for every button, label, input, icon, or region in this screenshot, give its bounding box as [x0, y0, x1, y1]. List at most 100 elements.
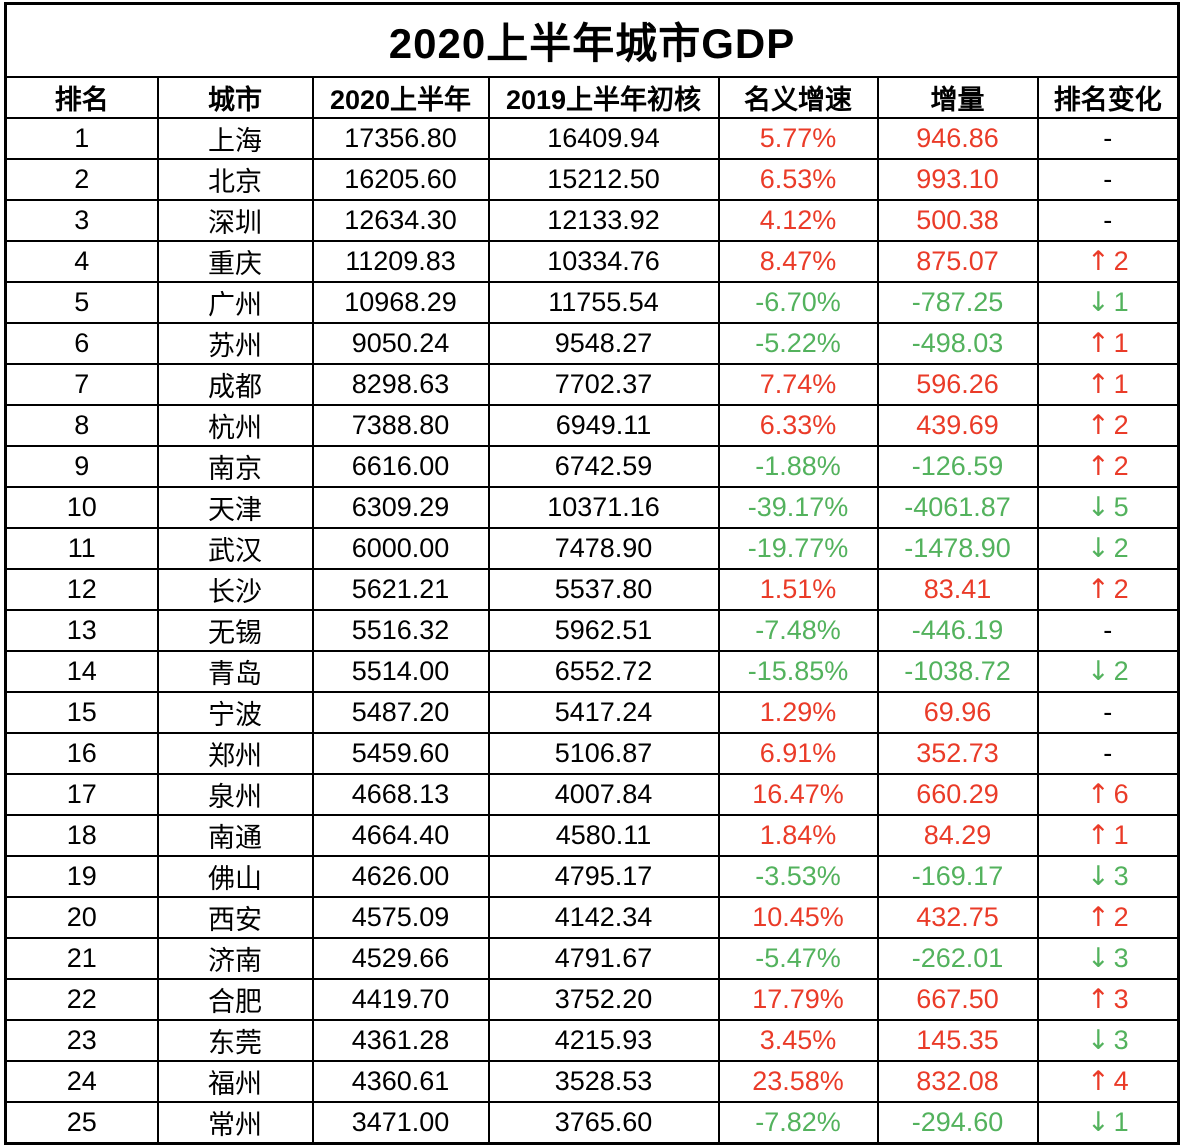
rank-change-cell: ↑ 1: [1036, 321, 1180, 365]
rank-change-cell: -: [1036, 608, 1180, 652]
rank-change-cell: ↑ 1: [1036, 813, 1180, 857]
rank-change-value: 4: [1113, 1065, 1129, 1096]
rank-change-value: 2: [1113, 245, 1129, 276]
gdp-2020-cell: 4361.28: [311, 1018, 490, 1062]
gdp-2019-cell: 3528.53: [487, 1059, 720, 1103]
delta-cell: 69.96: [876, 690, 1039, 734]
city-cell: 无锡: [156, 608, 314, 652]
growth-cell: -3.53%: [717, 854, 879, 898]
table-row: 4 重庆 11209.83 10334.76 8.47% 875.07 ↑ 2: [4, 239, 1180, 283]
rank-change-cell: ↓ 3: [1036, 1018, 1180, 1062]
rank-cell: 1: [4, 116, 159, 160]
column-header-gdp-2020: 2020上半年: [311, 75, 490, 119]
table-body: 1 上海 17356.80 16409.94 5.77% 946.86-2 北京 16205.…: [4, 116, 1180, 1144]
gdp-2019-cell: 16409.94: [487, 116, 720, 160]
title-row: 2020上半年城市GDP: [4, 2, 1180, 78]
rank-cell: 7: [4, 362, 159, 406]
up-arrow-icon: ↑: [1086, 245, 1110, 277]
rank-change-cell: ↓ 2: [1036, 526, 1180, 570]
gdp-2020-cell: 4419.70: [311, 977, 490, 1021]
rank-cell: 21: [4, 936, 159, 980]
table-row: 18 南通 4664.40 4580.11 1.84% 84.29 ↑ 1: [4, 813, 1180, 857]
table-row: 22 合肥 4419.70 3752.20 17.79% 667.50 ↑ 3: [4, 977, 1180, 1021]
rank-change-cell: ↓ 5: [1036, 485, 1180, 529]
table-row: 19 佛山 4626.00 4795.17 -3.53% -169.17 ↓ 3: [4, 854, 1180, 898]
gdp-2019-cell: 5537.80: [487, 567, 720, 611]
table-row: 12 长沙 5621.21 5537.80 1.51% 83.41 ↑ 2: [4, 567, 1180, 611]
delta-cell: -262.01: [876, 936, 1039, 980]
city-cell: 青岛: [156, 649, 314, 693]
rank-change-value: 2: [1113, 532, 1129, 563]
gdp-2019-cell: 6742.59: [487, 444, 720, 488]
table-row: 8 杭州 7388.80 6949.11 6.33% 439.69 ↑ 2: [4, 403, 1180, 447]
gdp-2019-cell: 7478.90: [487, 526, 720, 570]
city-cell: 武汉: [156, 526, 314, 570]
gdp-2020-cell: 5487.20: [311, 690, 490, 734]
city-cell: 重庆: [156, 239, 314, 283]
city-cell: 杭州: [156, 403, 314, 447]
growth-cell: 10.45%: [717, 895, 879, 939]
rank-change-cell: ↓ 2: [1036, 649, 1180, 693]
gdp-2019-cell: 4007.84: [487, 772, 720, 816]
gdp-2019-cell: 4795.17: [487, 854, 720, 898]
gdp-2019-cell: 4580.11: [487, 813, 720, 857]
table-row: 20 西安 4575.09 4142.34 10.45% 432.75 ↑ 2: [4, 895, 1180, 939]
up-arrow-icon: ↑: [1086, 573, 1110, 605]
column-header-city: 城市: [156, 75, 314, 119]
city-cell: 天津: [156, 485, 314, 529]
rank-cell: 25: [4, 1100, 159, 1144]
gdp-2019-cell: 5417.24: [487, 690, 720, 734]
column-header-growth: 名义增速: [717, 75, 879, 119]
delta-cell: 596.26: [876, 362, 1039, 406]
table-row: 16 郑州 5459.60 5106.87 6.91% 352.73-: [4, 731, 1180, 775]
table-row: 1 上海 17356.80 16409.94 5.77% 946.86-: [4, 116, 1180, 160]
rank-change-cell: ↑ 3: [1036, 977, 1180, 1021]
growth-cell: -19.77%: [717, 526, 879, 570]
gdp-2020-cell: 7388.80: [311, 403, 490, 447]
table-row: 17 泉州 4668.13 4007.84 16.47% 660.29 ↑ 6: [4, 772, 1180, 816]
down-arrow-icon: ↓: [1086, 532, 1110, 564]
delta-cell: 832.08: [876, 1059, 1039, 1103]
rank-change-cell: -: [1036, 198, 1180, 242]
gdp-2019-cell: 12133.92: [487, 198, 720, 242]
rank-cell: 12: [4, 567, 159, 611]
table-row: 21 济南 4529.66 4791.67 -5.47% -262.01 ↓ 3: [4, 936, 1180, 980]
city-cell: 郑州: [156, 731, 314, 775]
gdp-2020-cell: 12634.30: [311, 198, 490, 242]
down-arrow-icon: ↓: [1086, 942, 1110, 974]
gdp-2020-cell: 4664.40: [311, 813, 490, 857]
rank-cell: 11: [4, 526, 159, 570]
rank-change-value: 1: [1113, 286, 1129, 317]
rank-cell: 23: [4, 1018, 159, 1062]
down-arrow-icon: ↓: [1086, 286, 1110, 318]
rank-change-cell: ↑ 2: [1036, 895, 1180, 939]
rank-change-cell: ↑ 2: [1036, 567, 1180, 611]
growth-cell: -1.88%: [717, 444, 879, 488]
gdp-2019-cell: 7702.37: [487, 362, 720, 406]
growth-cell: 17.79%: [717, 977, 879, 1021]
down-arrow-icon: ↓: [1086, 491, 1110, 523]
rank-change-cell: ↑ 2: [1036, 239, 1180, 283]
rank-cell: 15: [4, 690, 159, 734]
growth-cell: 16.47%: [717, 772, 879, 816]
delta-cell: -787.25: [876, 280, 1039, 324]
table-row: 23 东莞 4361.28 4215.93 3.45% 145.35 ↓ 3: [4, 1018, 1180, 1062]
table-row: 10 天津 6309.29 10371.16 -39.17% -4061.87 ↓ 5: [4, 485, 1180, 529]
growth-cell: -7.82%: [717, 1100, 879, 1144]
city-cell: 深圳: [156, 198, 314, 242]
rank-change-cell: -: [1036, 690, 1180, 734]
gdp-2019-cell: 4791.67: [487, 936, 720, 980]
delta-cell: 667.50: [876, 977, 1039, 1021]
rank-cell: 6: [4, 321, 159, 365]
gdp-2019-cell: 4215.93: [487, 1018, 720, 1062]
down-arrow-icon: ↓: [1086, 655, 1110, 687]
growth-cell: -7.48%: [717, 608, 879, 652]
rank-change-value: 2: [1113, 901, 1129, 932]
gdp-2020-cell: 5514.00: [311, 649, 490, 693]
city-cell: 常州: [156, 1100, 314, 1144]
delta-cell: 946.86: [876, 116, 1039, 160]
gdp-2019-cell: 3752.20: [487, 977, 720, 1021]
delta-cell: 83.41: [876, 567, 1039, 611]
gdp-2020-cell: 5621.21: [311, 567, 490, 611]
rank-change-value: 1: [1113, 1106, 1129, 1137]
